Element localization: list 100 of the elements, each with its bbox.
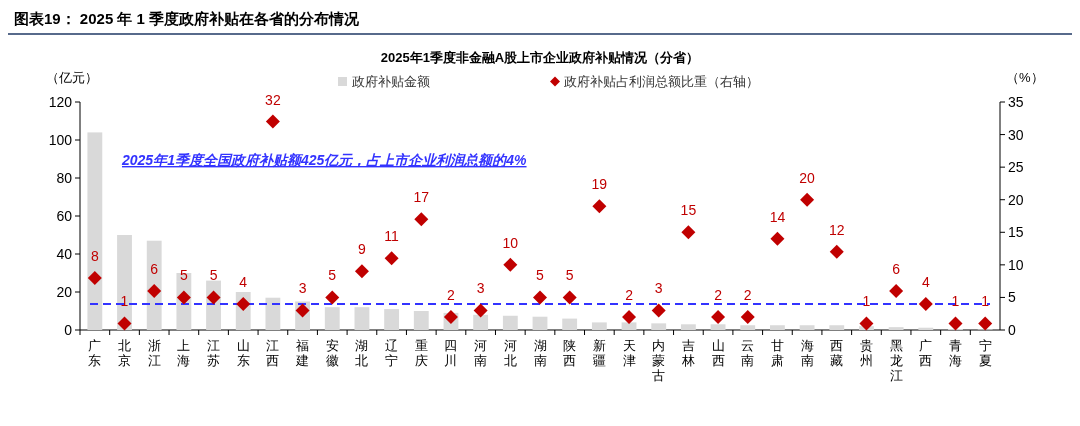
x-tick-label: 广西 [919,338,933,368]
x-tick-label: 北京 [118,338,132,368]
point [473,303,488,318]
data-label: 3 [476,280,485,297]
point [829,244,844,259]
y-tick-label: 80 [56,170,73,186]
x-tick-label: 贵州 [859,338,873,368]
data-label: 2 [625,286,634,303]
bar [740,325,756,330]
x-tick-label: 广东 [88,338,102,368]
bar [799,325,815,330]
point [117,316,132,331]
data-label: 5 [565,267,574,284]
data-label: 1 [862,293,871,310]
data-label: 4 [239,273,248,290]
chart-title: 图表19： 2025 年 1 季度政府补贴在各省的分布情况 [14,10,361,27]
y2-tick-label: 35 [1008,94,1024,110]
point [87,270,102,285]
data-label: 15 [680,202,697,219]
point [770,231,785,246]
data-label: 20 [799,169,816,186]
x-tick-label: 云南 [741,338,755,368]
bar [710,324,726,330]
y2-axis-title: （%） [1006,70,1044,85]
x-tick-label: 青海 [948,338,962,368]
y2-tick-label: 5 [1008,289,1016,306]
data-label: 11 [384,228,400,245]
x-tick-label: 天津 [622,338,636,368]
x-tick-label: 重庆 [414,338,428,368]
point [354,264,369,279]
data-label: 5 [209,267,218,284]
y2-tick-label: 20 [1008,191,1024,208]
x-tick-label: 上海 [177,338,191,368]
data-label: 8 [90,247,99,264]
point [206,290,221,305]
x-tick-label: 宁夏 [978,338,992,368]
x-tick-label: 河北 [503,338,517,368]
x-tick-label: 甘肃 [770,338,784,368]
x-tick-label: 辽宁 [385,338,399,368]
point [384,251,399,266]
bar [680,324,696,330]
x-tick-label: 江西 [266,338,280,368]
data-label: 2 [743,286,752,303]
point [265,114,280,129]
x-tick-label: 西藏 [830,338,844,368]
y2-tick-label: 10 [1008,256,1024,273]
bar [562,318,578,330]
data-label: 1 [120,293,129,310]
point [592,199,607,214]
bar [651,323,667,330]
data-label: 3 [654,280,663,297]
x-tick-label: 福建 [295,338,310,368]
bar [87,132,103,330]
point [889,283,904,298]
point [800,192,815,207]
point [147,283,162,298]
bar [354,307,370,330]
point [740,309,755,324]
point [622,309,637,324]
x-tick-label: 湖北 [355,338,369,368]
data-label: 5 [179,267,188,284]
point [503,257,518,272]
x-tick-label: 吉林 [680,338,695,368]
y2-tick-label: 25 [1008,159,1024,176]
bar [384,309,400,330]
point [325,290,340,305]
y-tick-label: 100 [48,132,73,148]
bar [829,325,845,330]
data-label: 4 [921,273,930,290]
chart-subtitle: 2025年1季度非金融A股上市企业政府补贴情况（分省） [380,50,700,65]
bar [146,240,162,330]
x-tick-label: 海南 [800,338,814,368]
point [681,225,696,240]
x-tick-label: 四川 [444,338,458,368]
annotation: 2025年1季度全国政府补贴额425亿元，占上市企业利润总额的4% [121,152,528,168]
legend-label: 政府补贴金额 [352,74,430,89]
point [711,309,726,324]
bar [621,322,637,330]
x-tick-label: 新疆 [592,338,606,368]
y-tick-label: 20 [56,284,73,300]
bar [265,297,281,330]
y-tick-label: 60 [56,208,73,224]
x-tick-label: 黑龙江 [889,338,903,383]
bar [888,327,904,330]
bar [117,235,132,330]
bar [770,325,785,330]
x-tick-label: 陕西 [563,338,577,368]
point [978,316,993,331]
point [533,290,547,305]
x-tick-label: 山东 [236,338,250,368]
y-axis-title: （亿元） [46,70,98,85]
x-tick-label: 河南 [474,338,488,368]
data-label: 9 [358,241,367,258]
x-tick-label: 山西 [711,338,725,368]
bar [473,314,489,330]
bar [413,311,429,330]
point [443,309,458,324]
bar [324,307,340,330]
x-tick-label: 江苏 [207,338,221,368]
data-label: 10 [502,234,519,251]
